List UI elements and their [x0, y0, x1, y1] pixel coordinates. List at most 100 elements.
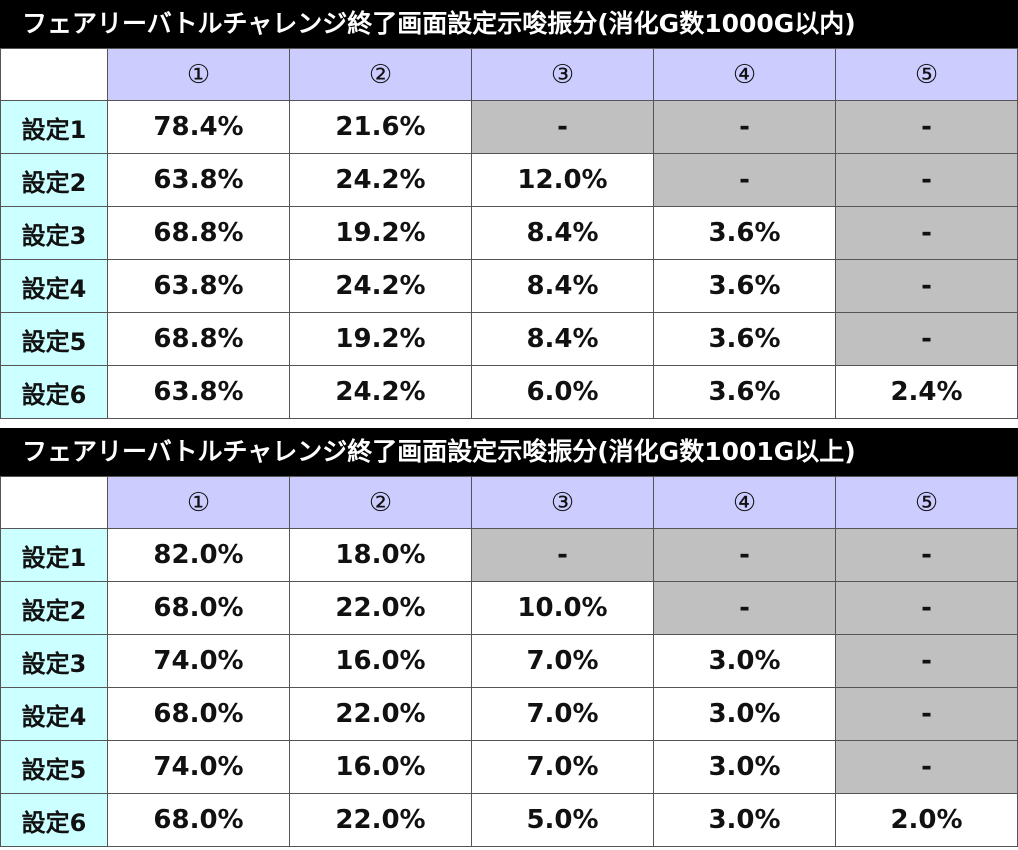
table-cell-na: -: [653, 153, 836, 207]
table-cell: 8.4%: [471, 259, 654, 313]
table-title: フェアリーバトルチャレンジ終了画面設定示唆振分(消化G数1001G以上): [0, 428, 1018, 476]
table-row: 設定5 68.8% 19.2% 8.4% 3.6% -: [0, 312, 1018, 366]
column-header: ④: [653, 476, 836, 529]
table-cell: 74.0%: [107, 740, 290, 794]
table-cell: 3.0%: [653, 740, 836, 794]
corner-cell: [0, 476, 108, 529]
table-cell: 7.0%: [471, 687, 654, 741]
column-header: ⑤: [835, 48, 1018, 101]
table-cell-na: -: [835, 206, 1018, 260]
table-cell: 8.4%: [471, 206, 654, 260]
row-label: 設定3: [0, 206, 108, 260]
table-cell: 63.8%: [107, 259, 290, 313]
table-cell: 3.6%: [653, 365, 836, 419]
table-cell-na: -: [835, 153, 1018, 207]
table-cell: 19.2%: [289, 312, 472, 366]
table-cell-na: -: [835, 312, 1018, 366]
table-cell-na: -: [653, 100, 836, 154]
table-cell: 74.0%: [107, 634, 290, 688]
table-section-2: フェアリーバトルチャレンジ終了画面設定示唆振分(消化G数1001G以上) ① ②…: [0, 428, 1018, 847]
row-label: 設定6: [0, 793, 108, 847]
table-row: 設定1 78.4% 21.6% - - -: [0, 100, 1018, 154]
table-cell: 3.6%: [653, 259, 836, 313]
table-cell: 5.0%: [471, 793, 654, 847]
table-cell-na: -: [835, 740, 1018, 794]
table-cell-na: -: [835, 581, 1018, 635]
table-cell: 3.0%: [653, 793, 836, 847]
row-label: 設定3: [0, 634, 108, 688]
column-header: ③: [471, 476, 654, 529]
table-cell: 82.0%: [107, 528, 290, 582]
table-cell-na: -: [471, 528, 654, 582]
table-cell-na: -: [835, 259, 1018, 313]
table-cell: 21.6%: [289, 100, 472, 154]
table-cell: 6.0%: [471, 365, 654, 419]
row-label: 設定1: [0, 528, 108, 582]
table-cell: 18.0%: [289, 528, 472, 582]
table-row: 設定2 68.0% 22.0% 10.0% - -: [0, 581, 1018, 635]
table-cell: 22.0%: [289, 581, 472, 635]
column-header: ①: [107, 476, 290, 529]
header-row: ① ② ③ ④ ⑤: [0, 48, 1018, 101]
table-cell: 3.6%: [653, 206, 836, 260]
table-cell: 24.2%: [289, 259, 472, 313]
corner-cell: [0, 48, 108, 101]
column-header: ②: [289, 476, 472, 529]
table-cell-na: -: [835, 634, 1018, 688]
table-cell-na: -: [835, 687, 1018, 741]
column-header: ①: [107, 48, 290, 101]
table-cell: 78.4%: [107, 100, 290, 154]
column-header: ③: [471, 48, 654, 101]
table-cell: 3.6%: [653, 312, 836, 366]
table-cell-na: -: [653, 528, 836, 582]
table-cell: 68.0%: [107, 793, 290, 847]
table-cell: 63.8%: [107, 365, 290, 419]
column-header: ⑤: [835, 476, 1018, 529]
table-row: 設定3 68.8% 19.2% 8.4% 3.6% -: [0, 206, 1018, 260]
table-cell: 16.0%: [289, 634, 472, 688]
table-title: フェアリーバトルチャレンジ終了画面設定示唆振分(消化G数1000G以内): [0, 0, 1018, 48]
row-label: 設定4: [0, 687, 108, 741]
table-section-1: フェアリーバトルチャレンジ終了画面設定示唆振分(消化G数1000G以内) ① ②…: [0, 0, 1018, 419]
table-cell: 7.0%: [471, 634, 654, 688]
table-cell: 3.0%: [653, 634, 836, 688]
row-label: 設定5: [0, 740, 108, 794]
row-label: 設定2: [0, 153, 108, 207]
probability-table: ① ② ③ ④ ⑤ 設定1 78.4% 21.6% - - - 設定2 63.8…: [0, 48, 1018, 419]
table-cell: 7.0%: [471, 740, 654, 794]
column-header: ②: [289, 48, 472, 101]
row-label: 設定2: [0, 581, 108, 635]
table-row: 設定2 63.8% 24.2% 12.0% - -: [0, 153, 1018, 207]
table-cell: 2.4%: [835, 365, 1018, 419]
table-row: 設定4 63.8% 24.2% 8.4% 3.6% -: [0, 259, 1018, 313]
table-cell: 24.2%: [289, 365, 472, 419]
table-row: 設定1 82.0% 18.0% - - -: [0, 528, 1018, 582]
table-cell: 3.0%: [653, 687, 836, 741]
row-label: 設定4: [0, 259, 108, 313]
table-cell: 19.2%: [289, 206, 472, 260]
table-cell: 2.0%: [835, 793, 1018, 847]
table-cell: 12.0%: [471, 153, 654, 207]
table-cell: 68.0%: [107, 581, 290, 635]
table-cell: 63.8%: [107, 153, 290, 207]
table-cell-na: -: [835, 100, 1018, 154]
table-row: 設定4 68.0% 22.0% 7.0% 3.0% -: [0, 687, 1018, 741]
table-cell: 68.0%: [107, 687, 290, 741]
table-cell: 8.4%: [471, 312, 654, 366]
table-cell-na: -: [835, 528, 1018, 582]
table-cell: 16.0%: [289, 740, 472, 794]
table-row: 設定3 74.0% 16.0% 7.0% 3.0% -: [0, 634, 1018, 688]
table-row: 設定6 63.8% 24.2% 6.0% 3.6% 2.4%: [0, 365, 1018, 419]
table-cell: 24.2%: [289, 153, 472, 207]
row-label: 設定6: [0, 365, 108, 419]
column-header: ④: [653, 48, 836, 101]
table-cell: 22.0%: [289, 687, 472, 741]
row-label: 設定5: [0, 312, 108, 366]
table-cell: 22.0%: [289, 793, 472, 847]
table-cell: 10.0%: [471, 581, 654, 635]
table-cell: 68.8%: [107, 312, 290, 366]
row-label: 設定1: [0, 100, 108, 154]
header-row: ① ② ③ ④ ⑤: [0, 476, 1018, 529]
table-row: 設定6 68.0% 22.0% 5.0% 3.0% 2.0%: [0, 793, 1018, 847]
table-cell-na: -: [471, 100, 654, 154]
